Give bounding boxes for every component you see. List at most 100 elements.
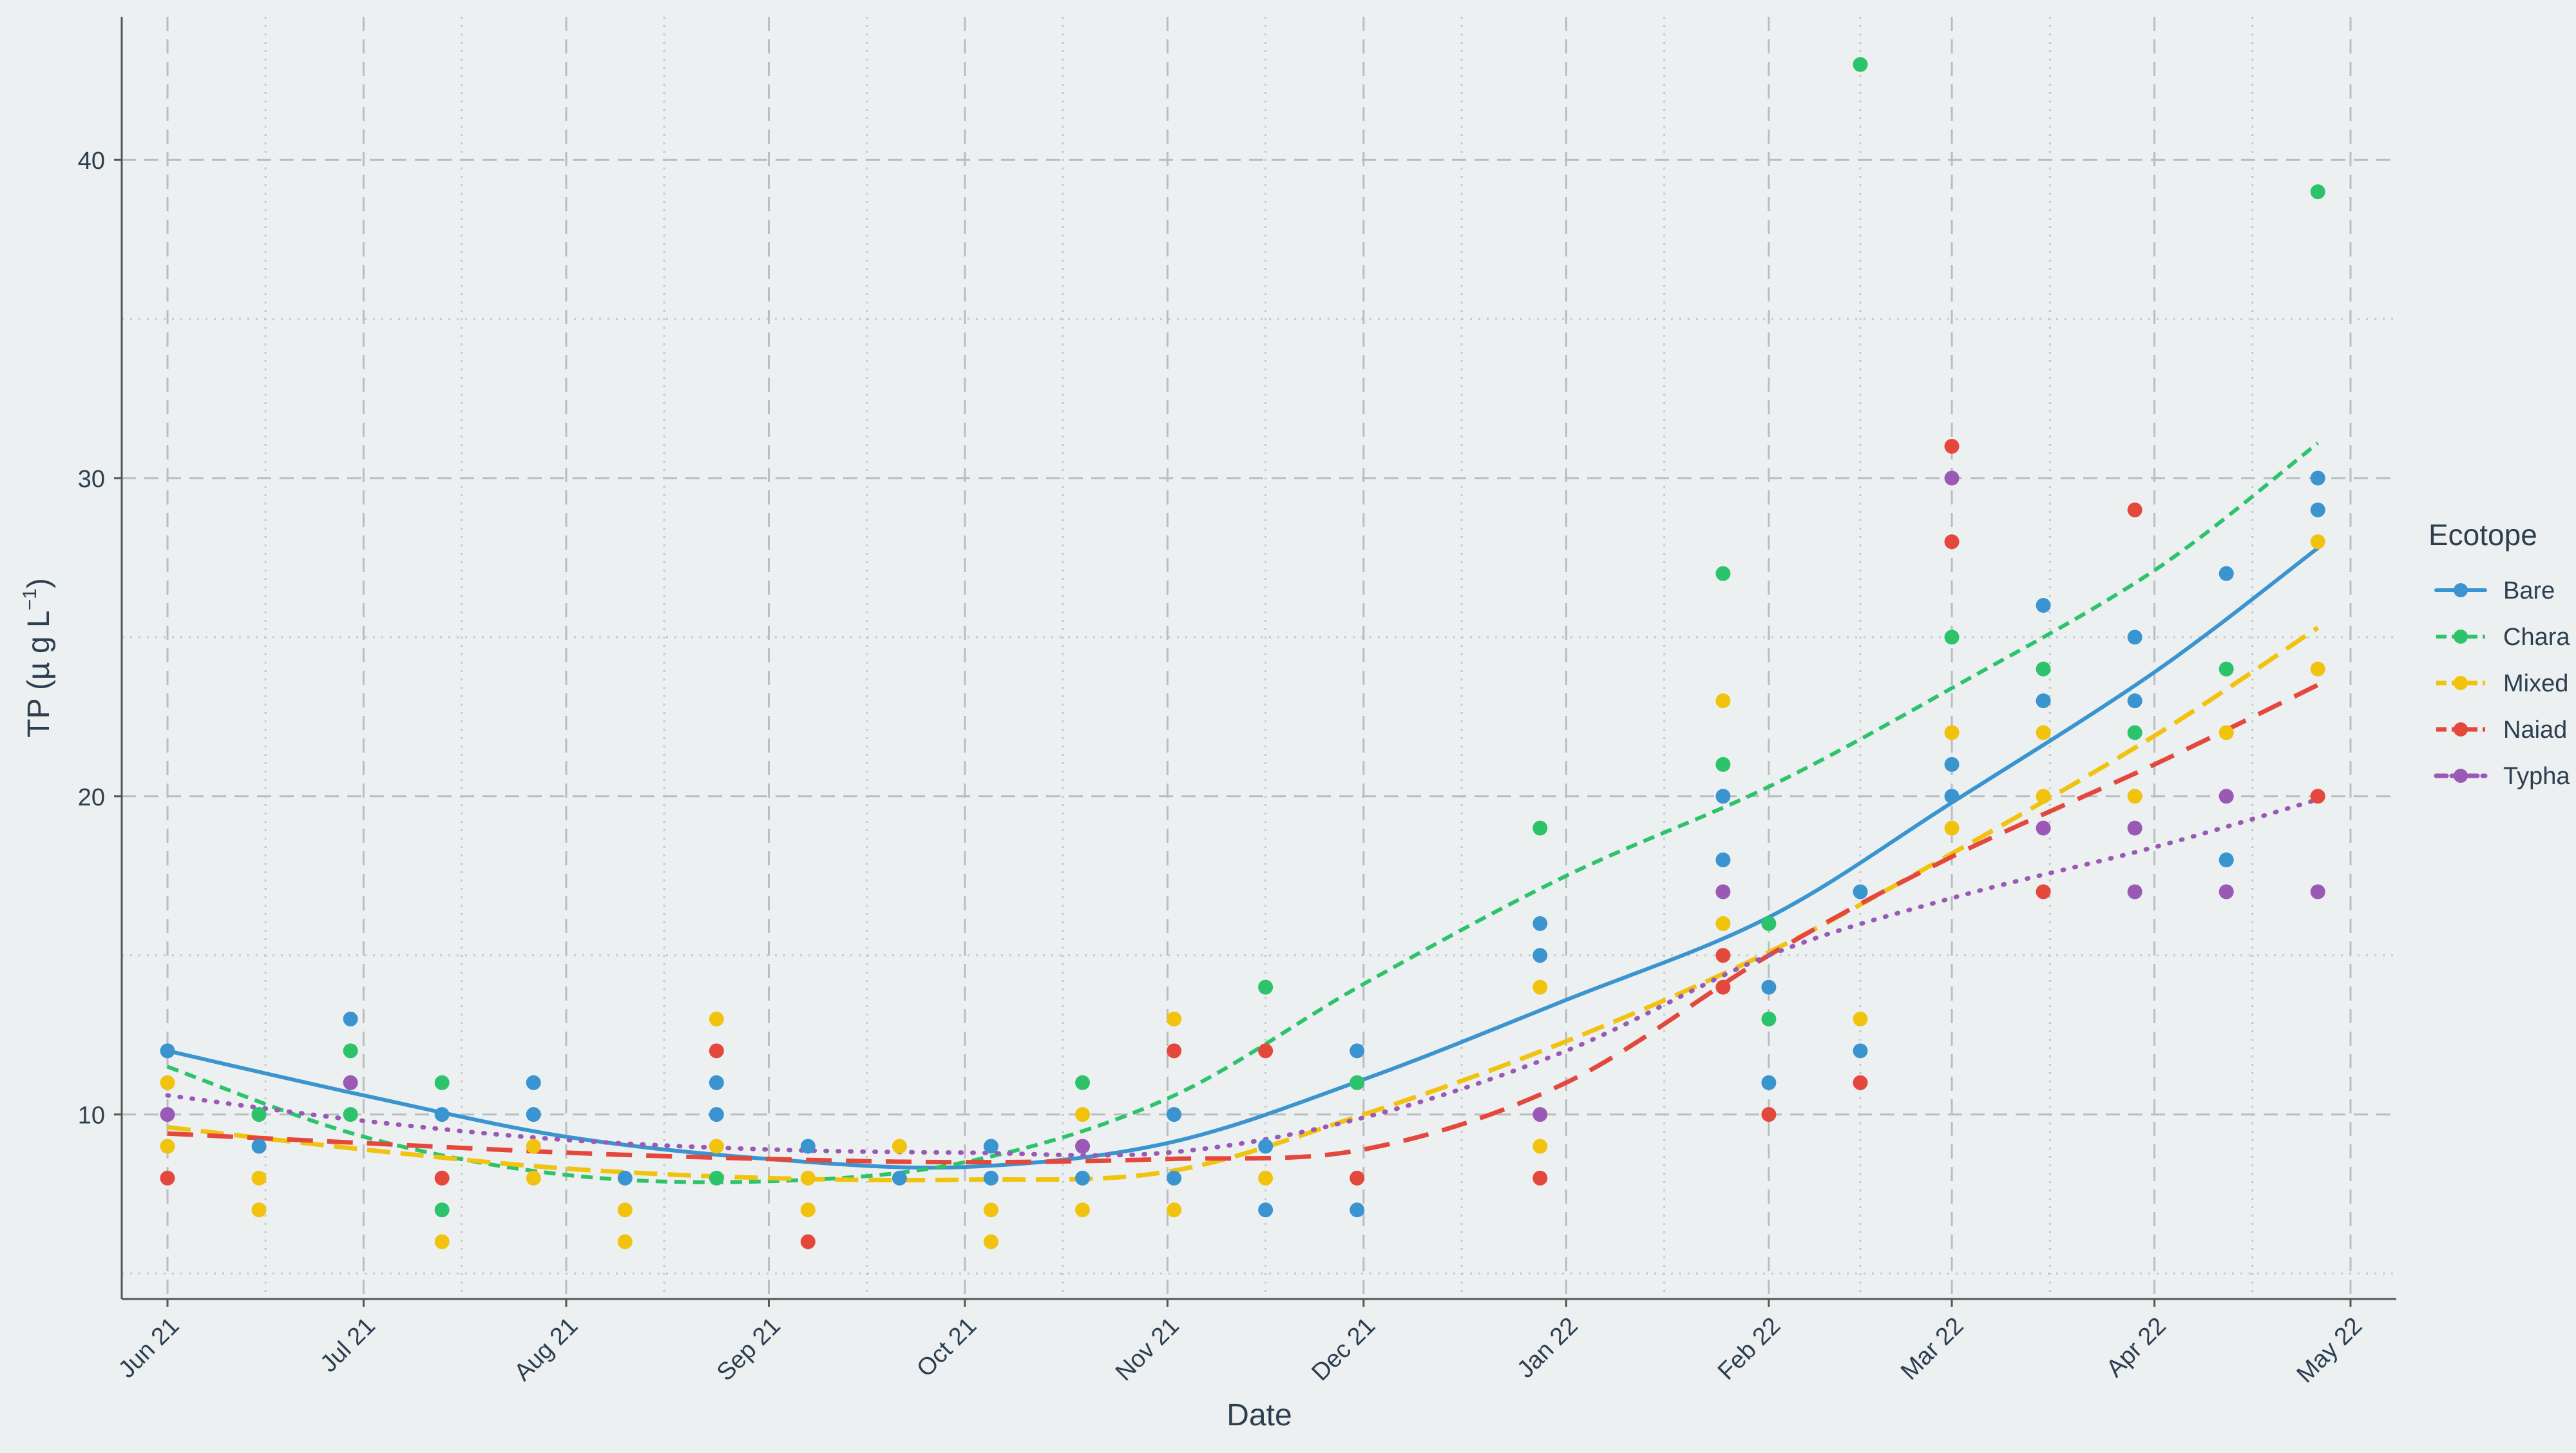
point-chara — [1258, 979, 1274, 995]
point-bare — [1167, 1170, 1182, 1186]
point-naiad — [1258, 1043, 1274, 1059]
point-chara — [2127, 725, 2142, 740]
point-typha — [2310, 884, 2325, 900]
trend-line-typha — [165, 797, 2320, 1158]
legend-marker — [2454, 583, 2468, 597]
point-mixed — [2036, 725, 2051, 740]
x-tick-label: Feb 22 — [1713, 1313, 1786, 1385]
point-naiad — [2036, 884, 2051, 900]
point-naiad — [800, 1234, 816, 1249]
point-mixed — [1167, 1011, 1182, 1026]
point-mixed — [800, 1202, 816, 1218]
point-chara — [1350, 1075, 1365, 1090]
point-naiad — [1761, 1107, 1777, 1122]
x-tick-labels: Jun 21 Jul 21 Aug 21 Sep 21 Oct 21 Nov 21 Dec … — [113, 1299, 2367, 1388]
point-bare — [892, 1170, 907, 1186]
legend-entry-naiad: Naiad — [2436, 717, 2567, 744]
y-tick-labels: 10 20 30 40 — [78, 148, 122, 1130]
point-bare — [1532, 948, 1548, 963]
legend-title: Ecotope — [2428, 518, 2537, 552]
point-bare — [1761, 979, 1777, 995]
legend-entry-bare: Bare — [2434, 577, 2555, 604]
point-bare — [1350, 1043, 1365, 1059]
point-typha — [1715, 884, 1731, 900]
y-tick-label: 10 — [78, 1102, 105, 1130]
point-bare — [1715, 789, 1731, 804]
legend-marker — [2454, 722, 2468, 736]
point-bare — [983, 1139, 998, 1154]
y-axis-title-exponent: −1 — [19, 588, 41, 610]
point-mixed — [1075, 1107, 1091, 1122]
point-chara — [251, 1107, 267, 1122]
legend-label: Chara — [2503, 624, 2570, 651]
point-bare — [1350, 1202, 1365, 1218]
point-mixed — [1167, 1202, 1182, 1218]
point-bare — [983, 1170, 998, 1186]
legend-marker — [2454, 676, 2468, 690]
point-chara — [343, 1107, 358, 1122]
point-mixed — [2036, 789, 2051, 804]
point-bare — [160, 1043, 175, 1059]
point-bare — [1853, 1043, 1868, 1059]
point-mixed — [526, 1139, 541, 1154]
point-typha — [1532, 1107, 1548, 1122]
x-tick-label: Jan 22 — [1512, 1313, 1583, 1383]
point-chara — [1944, 630, 1960, 645]
point-bare — [526, 1107, 541, 1122]
point-bare — [1258, 1139, 1274, 1154]
point-chara — [343, 1043, 358, 1059]
grid — [122, 17, 2396, 1299]
point-chara — [434, 1202, 450, 1218]
point-chara — [1715, 756, 1731, 772]
point-naiad — [1350, 1170, 1365, 1186]
legend-label: Naiad — [2503, 717, 2567, 744]
legend-marker — [2454, 630, 2468, 644]
point-chara — [1715, 566, 1731, 581]
point-mixed — [1075, 1202, 1091, 1218]
point-chara — [1532, 820, 1548, 836]
point-mixed — [160, 1139, 175, 1154]
x-tick-label: Dec 21 — [1306, 1313, 1380, 1387]
point-typha — [2218, 884, 2234, 900]
point-mixed — [1715, 693, 1731, 709]
point-naiad — [1715, 979, 1731, 995]
point-bare — [2127, 693, 2142, 709]
y-axis-title: TP (µ g L−1) — [19, 578, 56, 738]
point-mixed — [1853, 1011, 1868, 1026]
trend-line-bare — [166, 546, 2320, 1170]
trend-line-chara — [167, 441, 2320, 1184]
point-mixed — [526, 1170, 541, 1186]
legend-entries: Bare Chara Mixed Naiad Typha — [2434, 577, 2570, 790]
point-bare — [2218, 852, 2234, 868]
point-mixed — [434, 1234, 450, 1249]
point-bare — [1715, 852, 1731, 868]
trend-lines — [165, 441, 2320, 1184]
x-tick-label: Jun 21 — [113, 1313, 184, 1383]
point-typha — [1075, 1139, 1091, 1154]
point-typha — [2127, 820, 2142, 836]
point-naiad — [1853, 1075, 1868, 1090]
point-bare — [343, 1011, 358, 1026]
point-mixed — [1532, 979, 1548, 995]
point-bare — [526, 1075, 541, 1090]
point-typha — [2127, 884, 2142, 900]
point-chara — [709, 1170, 724, 1186]
point-chara — [1853, 57, 1868, 72]
point-mixed — [1532, 1139, 1548, 1154]
point-mixed — [800, 1170, 816, 1186]
point-naiad — [1167, 1043, 1182, 1059]
y-axis-title-close: ) — [22, 578, 56, 588]
legend: Ecotope Bare Chara Mixed Naiad Typha — [2428, 518, 2570, 790]
point-bare — [709, 1107, 724, 1122]
x-tick-label: Nov 21 — [1111, 1313, 1185, 1387]
point-naiad — [160, 1170, 175, 1186]
legend-entry-mixed: Mixed — [2436, 670, 2568, 697]
data-points — [160, 57, 2325, 1249]
x-tick-label: Apr 22 — [2101, 1313, 2171, 1383]
y-tick-label: 20 — [78, 784, 105, 811]
point-mixed — [1944, 820, 1960, 836]
point-typha — [1944, 470, 1960, 486]
point-chara — [2310, 184, 2325, 200]
